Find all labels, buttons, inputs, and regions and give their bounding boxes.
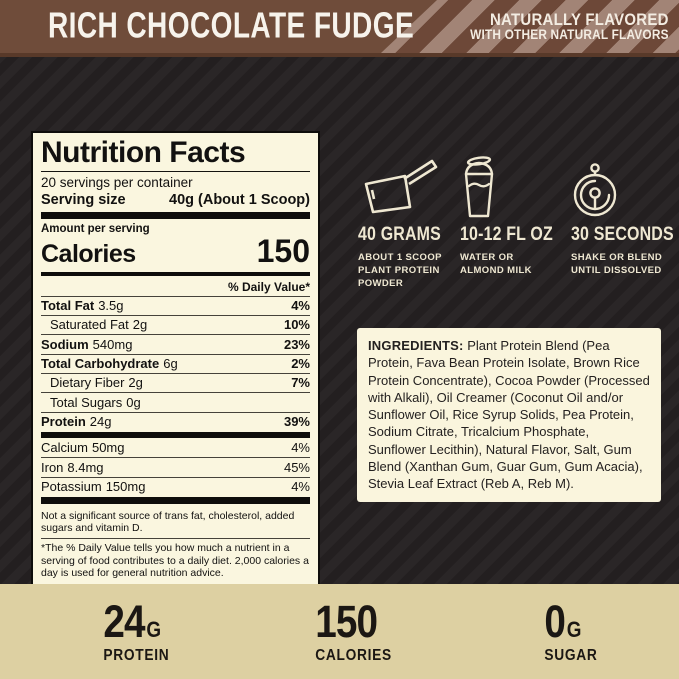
mineral-name: Potassium [41,479,102,495]
ingredients-label: INGREDIENTS: [368,338,464,353]
nutrient-amount: 3.5g [98,298,124,314]
direction-detail: POWDER [358,277,404,289]
nutrient-amount: 2g [132,317,148,333]
mineral-dv: 4% [291,479,310,495]
direction-headline: 30 SECONDS [571,224,674,245]
direction-detail: WATER OR [460,252,514,263]
nutrient-name: Protein [41,414,86,430]
direction-detail: ABOUT 1 SCOOP [358,252,442,263]
nutrient-row-saturated-fat: Saturated Fat 2g 10% [41,316,310,336]
thick-divider [41,431,310,438]
serving-size-row: Serving size 40g (About 1 Scoop) [41,191,310,211]
stat-protein: 24G PROTEIN [28,584,245,679]
nutrient-name: Saturated Fat [50,317,129,333]
footnote-daily-value: *The % Daily Value tells you how much a … [41,542,309,580]
shaker-bottle-icon [460,150,565,218]
mineral-row-iron: Iron 8.4mg 45% [41,458,310,478]
nutrition-facts-title: Nutrition Facts [41,136,246,169]
direction-scoop: 40 GRAMS ABOUT 1 SCOOP PLANT PROTEIN POW… [358,150,454,290]
mineral-row-potassium: Potassium 150mg 4% [41,478,310,496]
nutrient-row-protein: Protein 24g 39% [41,413,310,431]
nutrient-name: Dietary Fiber [50,375,125,391]
direction-headline: 40 GRAMS [358,224,441,245]
stat-sugar: 0G SUGAR [462,584,679,679]
mineral-amount: 50mg [91,440,125,456]
nutrient-amount: 24g [89,414,112,430]
direction-time: 30 SECONDS SHAKE OR BLEND UNTIL DISSOLVE… [571,150,676,290]
nutrient-amount: 2g [128,375,143,391]
stat-calories: 150 CALORIES [245,584,462,679]
nutrient-dv: 10% [283,317,310,333]
amount-per-serving-label: Amount per serving [41,222,150,235]
stat-unit: G [146,616,162,642]
nutrient-row-sodium: Sodium 540mg 23% [41,335,310,355]
diagonal-stripes-decoration [381,0,679,53]
mineral-name: Iron [41,459,64,475]
flavor-banner: RICH CHOCOLATE FUDGE NATURALLY FLAVORED … [0,0,679,57]
medium-divider [41,271,310,276]
nutrient-row-total-fat: Total Fat 3.5g 4% [41,297,310,316]
ingredients-box: INGREDIENTS: Plant Protein Blend (Pea Pr… [357,328,661,502]
direction-detail: PLANT PROTEIN [358,264,440,276]
stat-label: CALORIES [315,646,392,664]
direction-detail: ALMOND MILK [460,264,532,276]
key-stats-band: 24G PROTEIN 150 CALORIES 0G SUGAR [0,584,679,679]
nutrient-dv: 4% [291,298,310,314]
ingredients-text: Plant Protein Blend (Pea Protein, Fava B… [368,338,650,492]
nutrition-facts-panel: Nutrition Facts 20 servings per containe… [31,131,320,591]
nutrient-name: Total Sugars [50,394,123,410]
nutrient-dv: 7% [291,375,310,391]
naturally-flavored-badge: NATURALLY FLAVORED WITH OTHER NATURAL FL… [470,10,669,42]
divider [41,170,310,172]
stat-value: 150 [315,595,378,647]
stat-unit: G [566,616,581,642]
daily-value-header: % Daily Value* [41,278,310,297]
stat-value: 0 [543,595,566,647]
nutrient-row-total-sugars: Total Sugars 0g [41,393,310,413]
nutrient-row-dietary-fiber: Dietary Fiber 2g 7% [41,374,310,394]
thick-divider [41,496,310,504]
nutrient-amount: 6g [163,356,178,372]
badge-line-2: WITH OTHER NATURAL FLAVORS [470,27,669,43]
nutrient-row-total-carbohydrate: Total Carbohydrate 6g 2% [41,355,310,374]
mineral-row-calcium: Calcium 50mg 4% [41,439,310,459]
serving-size-label: Serving size [41,191,126,208]
nutrient-amount: 540mg [92,336,133,352]
mineral-amount: 8.4mg [67,459,104,475]
mineral-amount: 150mg [105,479,146,495]
nutrient-dv: 2% [291,356,310,372]
mineral-dv: 4% [291,440,310,456]
nutrient-name: Total Fat [41,298,95,314]
flavor-name-text: RICH CHOCOLATE FUDGE [48,3,415,45]
directions-row: 40 GRAMS ABOUT 1 SCOOP PLANT PROTEIN POW… [358,150,674,290]
footnote-not-significant: Not a significant source of trans fat, c… [41,507,310,540]
direction-detail: UNTIL DISSOLVED [571,264,662,276]
servings-per-container: 20 servings per container [41,174,193,190]
scoop-icon [358,150,454,218]
serving-size-value: 40g (About 1 Scoop) [169,191,310,208]
stat-value: 24 [103,595,146,647]
calories-value: 150 [256,232,310,269]
mineral-dv: 45% [283,459,310,475]
calories-row: Calories 150 [41,233,310,270]
direction-liquid: 10-12 FL OZ WATER OR ALMOND MILK [460,150,565,290]
direction-headline: 10-12 FL OZ [460,224,553,245]
badge-line-1: NATURALLY FLAVORED [490,9,669,29]
direction-detail: SHAKE OR BLEND [571,252,663,263]
nutrient-name: Sodium [41,336,89,352]
nutrient-name: Total Carbohydrate [41,356,160,372]
nutrient-dv: 39% [283,414,310,430]
calories-label: Calories [41,239,136,268]
nutrient-dv: 23% [283,336,310,352]
stat-label: PROTEIN [103,646,170,664]
nutrient-amount: 0g [126,394,141,410]
timer-icon [571,150,676,218]
mineral-name: Calcium [41,440,88,456]
stat-label: SUGAR [543,646,598,664]
thick-divider [41,211,310,219]
flavor-name: RICH CHOCOLATE FUDGE [48,4,517,46]
